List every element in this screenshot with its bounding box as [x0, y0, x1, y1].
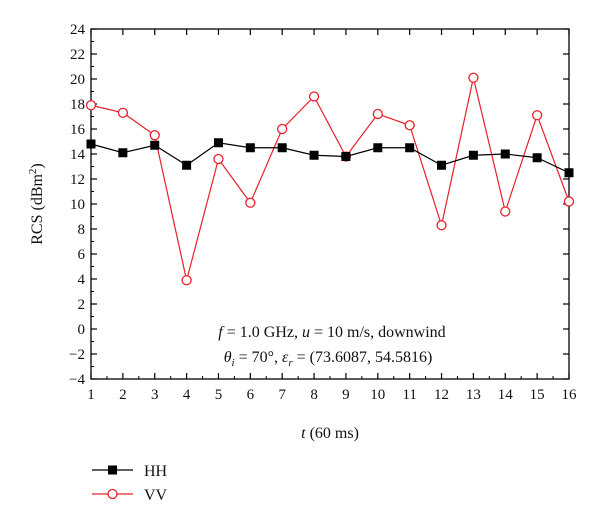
- x-tick-label: 16: [562, 387, 578, 403]
- point-hh: [564, 168, 574, 178]
- y-tick-label: 14: [70, 147, 86, 163]
- point-vv: [85, 100, 97, 111]
- point-vv: [436, 220, 447, 231]
- y-tick-label: 16: [70, 122, 86, 138]
- y-tick-label: 10: [70, 197, 85, 213]
- point-vv: [500, 206, 511, 217]
- x-axis-ticks: 1 2 3 4 5 6 7 8 9 10 11 12 13 14 15 16: [87, 29, 577, 403]
- y-tick-label: 18: [70, 97, 85, 113]
- point-hh: [118, 148, 128, 158]
- x-axis-title: t (60 ms): [301, 425, 359, 442]
- legend-entry-hh: HH: [92, 463, 168, 480]
- y-tick-label: 8: [78, 222, 86, 238]
- point-vv: [372, 108, 383, 120]
- x-tick-label: 13: [466, 387, 481, 403]
- legend-entry-vv: VV: [92, 487, 168, 504]
- y-tick-label: 22: [70, 47, 85, 63]
- point-vv: [563, 196, 575, 207]
- point-vv: [531, 110, 543, 121]
- x-tick-label: 3: [151, 387, 159, 403]
- point-vv: [213, 153, 224, 165]
- x-tick-label: 1: [87, 387, 95, 403]
- x-tick-label: 11: [402, 387, 416, 403]
- legend-label-vv: VV: [144, 487, 168, 504]
- annotation-line-2: θi = 70°, εr = (73.6087, 54.5816): [224, 349, 433, 369]
- legend-marker-hh: [108, 465, 117, 475]
- y-tick-label: 4: [78, 272, 86, 288]
- point-hh: [245, 143, 255, 153]
- point-vv: [404, 120, 415, 131]
- point-vv: [308, 91, 320, 102]
- point-hh: [532, 153, 542, 163]
- point-hh: [500, 149, 510, 159]
- x-tick-label: 5: [215, 387, 223, 403]
- y-tick-label: 12: [70, 172, 85, 188]
- y-tick-label: −4: [69, 372, 85, 388]
- series-line-vv: [90, 77, 570, 281]
- point-hh: [150, 140, 160, 150]
- point-hh: [182, 160, 192, 170]
- y-tick-label: 0: [78, 322, 86, 338]
- y-axis-title: RCS (dBm2): [27, 163, 46, 245]
- x-tick-label: 15: [530, 387, 545, 403]
- point-hh: [468, 150, 478, 160]
- point-vv: [181, 275, 192, 286]
- legend-marker-vv: [107, 488, 118, 500]
- point-vv: [149, 130, 160, 141]
- x-tick-label: 2: [119, 387, 127, 403]
- point-vv: [468, 72, 479, 83]
- x-tick-label: 9: [342, 387, 350, 403]
- x-tick-label: 10: [370, 387, 385, 403]
- y-tick-label: 20: [70, 72, 85, 88]
- x-tick-label: 12: [434, 387, 449, 403]
- point-hh: [86, 139, 96, 149]
- point-hh: [405, 143, 415, 153]
- point-hh: [373, 143, 383, 153]
- x-tick-label: 8: [310, 387, 318, 403]
- point-hh: [213, 138, 223, 148]
- series-layer: [85, 72, 575, 286]
- point-hh: [277, 143, 287, 153]
- x-tick-label: 6: [247, 387, 255, 403]
- annotation-line-1: f = 1.0 GHz, u = 10 m/s, downwind: [218, 324, 445, 341]
- x-tick-label: 14: [498, 387, 514, 403]
- point-hh: [309, 150, 319, 160]
- point-vv: [277, 123, 288, 135]
- y-tick-label: 2: [78, 297, 86, 313]
- legend-label-hh: HH: [144, 463, 168, 480]
- series-line-hh: [90, 142, 570, 174]
- legend: HH VV: [92, 463, 168, 504]
- point-vv: [117, 107, 129, 118]
- y-tick-label: 6: [78, 247, 86, 263]
- y-tick-label: 24: [70, 22, 86, 38]
- point-hh: [341, 152, 351, 161]
- point-hh: [437, 160, 447, 170]
- y-tick-label: −2: [69, 347, 85, 363]
- x-tick-label: 4: [183, 387, 191, 403]
- x-tick-label: 7: [278, 387, 286, 403]
- point-vv: [245, 197, 256, 208]
